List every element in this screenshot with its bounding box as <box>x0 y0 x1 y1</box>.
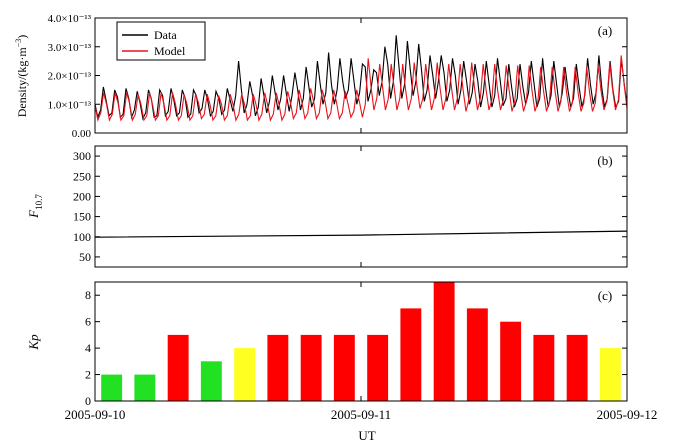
kp-y-tick-label: 0 <box>85 394 91 408</box>
density-y-tick-label: 3.0×10⁻¹³ <box>48 42 92 54</box>
x-tick-label: 2005-09-12 <box>597 407 658 422</box>
density-y-tick-label: 4.0×10⁻¹³ <box>48 13 92 25</box>
density-y-tick-label: 1.0×10⁻¹³ <box>48 99 92 111</box>
legend: Data Model <box>116 21 206 61</box>
x-tick-label: 2005-09-11 <box>331 407 391 422</box>
density-panel: 0.00 1.0×10⁻¹³ 2.0×10⁻¹³ 3.0×10⁻¹³ 4.0×10⁻¹³… <box>14 13 628 140</box>
density-y-tick-label: 0.00 <box>72 128 92 140</box>
kp-y-tick-label: 4 <box>85 341 91 355</box>
f107-y-tick-label: 200 <box>73 189 91 203</box>
f107-y-tick-label: 50 <box>79 250 91 264</box>
kp-bar <box>101 374 123 401</box>
kp-bar <box>533 334 555 401</box>
density-series <box>94 35 628 123</box>
f107-y-tick-label: 150 <box>73 210 91 224</box>
kp-bars <box>101 282 621 401</box>
f107-series <box>94 230 628 238</box>
kp-bar <box>500 321 522 401</box>
kp-bar <box>134 374 156 401</box>
kp-bar <box>367 334 389 401</box>
density-y-ticks: 0.00 1.0×10⁻¹³ 2.0×10⁻¹³ 3.0×10⁻¹³ 4.0×10⁻¹³ <box>48 13 627 140</box>
f107-panel: 50 100 150 200 250 300 (b) F10.7 <box>26 145 628 268</box>
x-tick-label: 2005-09-10 <box>65 407 126 422</box>
density-panel-label: (a) <box>598 23 612 38</box>
density-y-axis-label: Density/(kg·m−3) <box>14 35 29 118</box>
kp-bar <box>234 348 256 401</box>
x-axis-ticks: 2005-09-10 2005-09-11 2005-09-12 <box>65 18 658 422</box>
legend-box <box>116 21 206 61</box>
kp-panel: 0 2 4 6 8 (c) Kp <box>26 281 628 408</box>
kp-y-tick-label: 8 <box>85 288 91 302</box>
kp-panel-label: (c) <box>598 288 612 303</box>
kp-bar <box>267 334 289 401</box>
model-series-line <box>94 55 628 123</box>
kp-y-tick-label: 6 <box>85 315 91 329</box>
f107-y-ticks: 50 100 150 200 250 300 <box>73 149 627 264</box>
kp-bar <box>167 334 189 401</box>
f107-plot-frame <box>94 145 628 268</box>
kp-bar <box>566 334 588 401</box>
f107-y-tick-label: 250 <box>73 169 91 183</box>
kp-bar <box>466 308 488 401</box>
kp-bar <box>200 361 222 401</box>
kp-bar <box>400 308 422 401</box>
legend-data-label: Data <box>154 28 177 42</box>
density-y-tick-label: 2.0×10⁻¹³ <box>48 71 92 83</box>
kp-bar <box>300 334 322 401</box>
f107-y-axis-label: F10.7 <box>26 194 44 219</box>
kp-bar <box>599 348 621 401</box>
f107-y-tick-label: 100 <box>73 230 91 244</box>
kp-y-tick-label: 2 <box>85 368 91 382</box>
legend-model-label: Model <box>154 44 186 58</box>
x-axis-label: UT <box>358 428 375 443</box>
kp-y-axis-label: Kp <box>26 334 41 351</box>
f107-panel-label: (b) <box>597 153 612 168</box>
kp-bar <box>333 334 355 401</box>
f107-line <box>94 230 628 238</box>
f107-y-tick-label: 300 <box>73 149 91 163</box>
kp-bar <box>433 282 455 401</box>
